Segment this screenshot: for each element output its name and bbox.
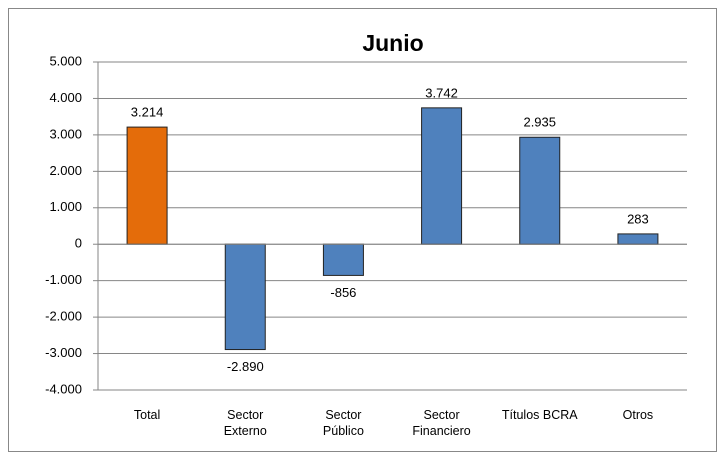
y-tick-label: 2.000 <box>49 163 82 178</box>
y-tick-label: 3.000 <box>49 126 82 141</box>
chart-title: Junio <box>362 30 423 56</box>
data-label: 3.214 <box>131 105 164 120</box>
y-tick-label: 5.000 <box>49 53 82 68</box>
x-tick-label: Sector Externo <box>223 408 267 438</box>
data-label: 2.935 <box>523 115 556 130</box>
y-tick-label: 4.000 <box>49 90 82 105</box>
data-label: 283 <box>627 211 649 226</box>
x-tick-label: Otros <box>622 408 654 422</box>
bar <box>322 243 364 276</box>
x-tick-label: Títulos BCRA <box>501 408 578 422</box>
y-tick-label: -3.000 <box>45 345 82 360</box>
bar <box>421 107 463 245</box>
bar <box>617 233 659 245</box>
bar <box>126 126 168 245</box>
chart-border <box>8 8 717 452</box>
bar <box>224 243 266 351</box>
data-label: -2.890 <box>227 359 264 374</box>
y-tick-label: -1.000 <box>45 272 82 287</box>
x-tick-label: Sector Público <box>322 408 364 438</box>
bar <box>519 136 561 245</box>
y-tick-label: 0 <box>75 236 82 251</box>
data-label: -856 <box>330 285 356 300</box>
data-label: 3.742 <box>425 85 458 100</box>
y-tick-label: -2.000 <box>45 309 82 324</box>
x-tick-label: Sector Financiero <box>412 408 471 438</box>
y-tick-label: 1.000 <box>49 199 82 214</box>
y-tick-label: -4.000 <box>45 381 82 396</box>
x-tick-label: Total <box>133 408 161 422</box>
